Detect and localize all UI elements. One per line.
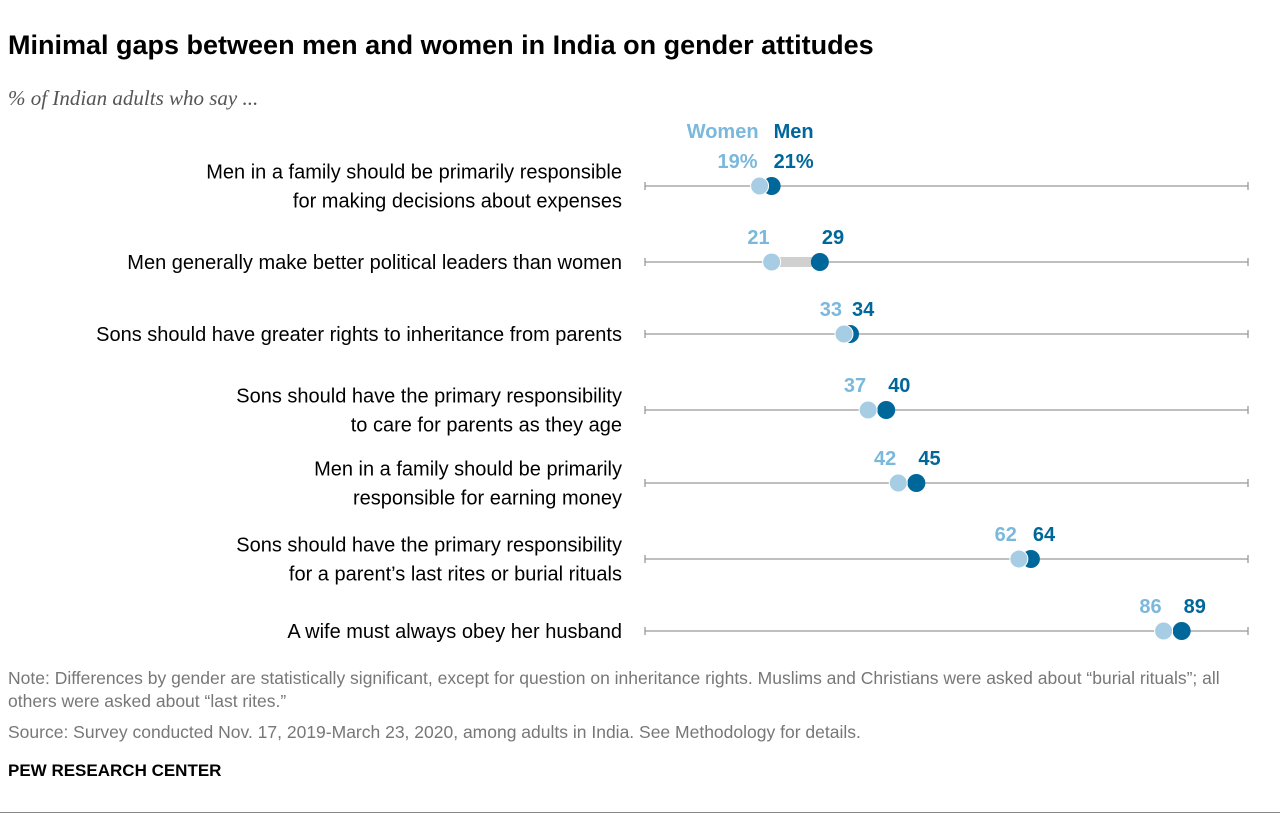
men-dot xyxy=(907,474,926,492)
row-label: Sons should have the primary responsibil… xyxy=(236,386,622,408)
women-value-label: 21 xyxy=(747,227,769,249)
women-dot xyxy=(1154,621,1174,641)
women-dot xyxy=(858,400,878,420)
men-value-label: 29 xyxy=(822,227,844,249)
dot-plot: Women Men Men in a family should be primar… xyxy=(96,121,1249,643)
row-label: for a parent’s last rites or burial ritu… xyxy=(289,564,622,586)
women-dot xyxy=(750,176,770,196)
row-label: Men in a family should be primarily xyxy=(314,459,622,481)
note: Note: Differences by gender are statisti… xyxy=(8,668,1220,711)
legend-women: Women xyxy=(687,121,759,143)
row-label: Sons should have greater rights to inher… xyxy=(96,324,622,346)
women-dot xyxy=(888,473,908,493)
brand-logo: PEW RESEARCH CENTER xyxy=(8,761,222,780)
women-value-label: 62 xyxy=(995,524,1017,546)
women-value-label: 86 xyxy=(1139,596,1161,618)
women-value-label: 19% xyxy=(718,151,758,173)
chart-title: Minimal gaps between men and women in In… xyxy=(8,30,874,60)
women-value-label: 42 xyxy=(874,448,896,470)
row-label: Men generally make better political lead… xyxy=(127,252,622,274)
women-dot xyxy=(762,252,782,272)
women-value-label: 33 xyxy=(820,299,842,321)
women-dot xyxy=(1009,549,1029,569)
chart-subtitle: % of Indian adults who say ... xyxy=(8,86,259,110)
women-value-label: 37 xyxy=(844,375,866,397)
row-label: responsible for earning money xyxy=(353,488,622,510)
row-label: Sons should have the primary responsibil… xyxy=(236,535,622,557)
men-value-label: 89 xyxy=(1184,596,1206,618)
source: Source: Survey conducted Nov. 17, 2019-M… xyxy=(8,722,861,742)
men-value-label: 40 xyxy=(888,375,910,397)
men-value-label: 21% xyxy=(774,151,814,173)
men-value-label: 64 xyxy=(1033,524,1056,546)
gap-bar xyxy=(771,257,820,267)
row-label: A wife must always obey her husband xyxy=(287,621,622,643)
men-dot xyxy=(1172,622,1191,640)
divider xyxy=(0,812,1280,813)
row-label: Men in a family should be primarily resp… xyxy=(206,162,622,184)
legend-men: Men xyxy=(774,121,814,143)
men-dot xyxy=(810,253,829,271)
row-label: to care for parents as they age xyxy=(351,415,622,437)
men-value-label: 45 xyxy=(918,448,940,470)
row-label: for making decisions about expenses xyxy=(293,191,622,213)
men-dot xyxy=(877,401,896,419)
men-value-label: 34 xyxy=(852,299,875,321)
women-dot xyxy=(834,324,854,344)
